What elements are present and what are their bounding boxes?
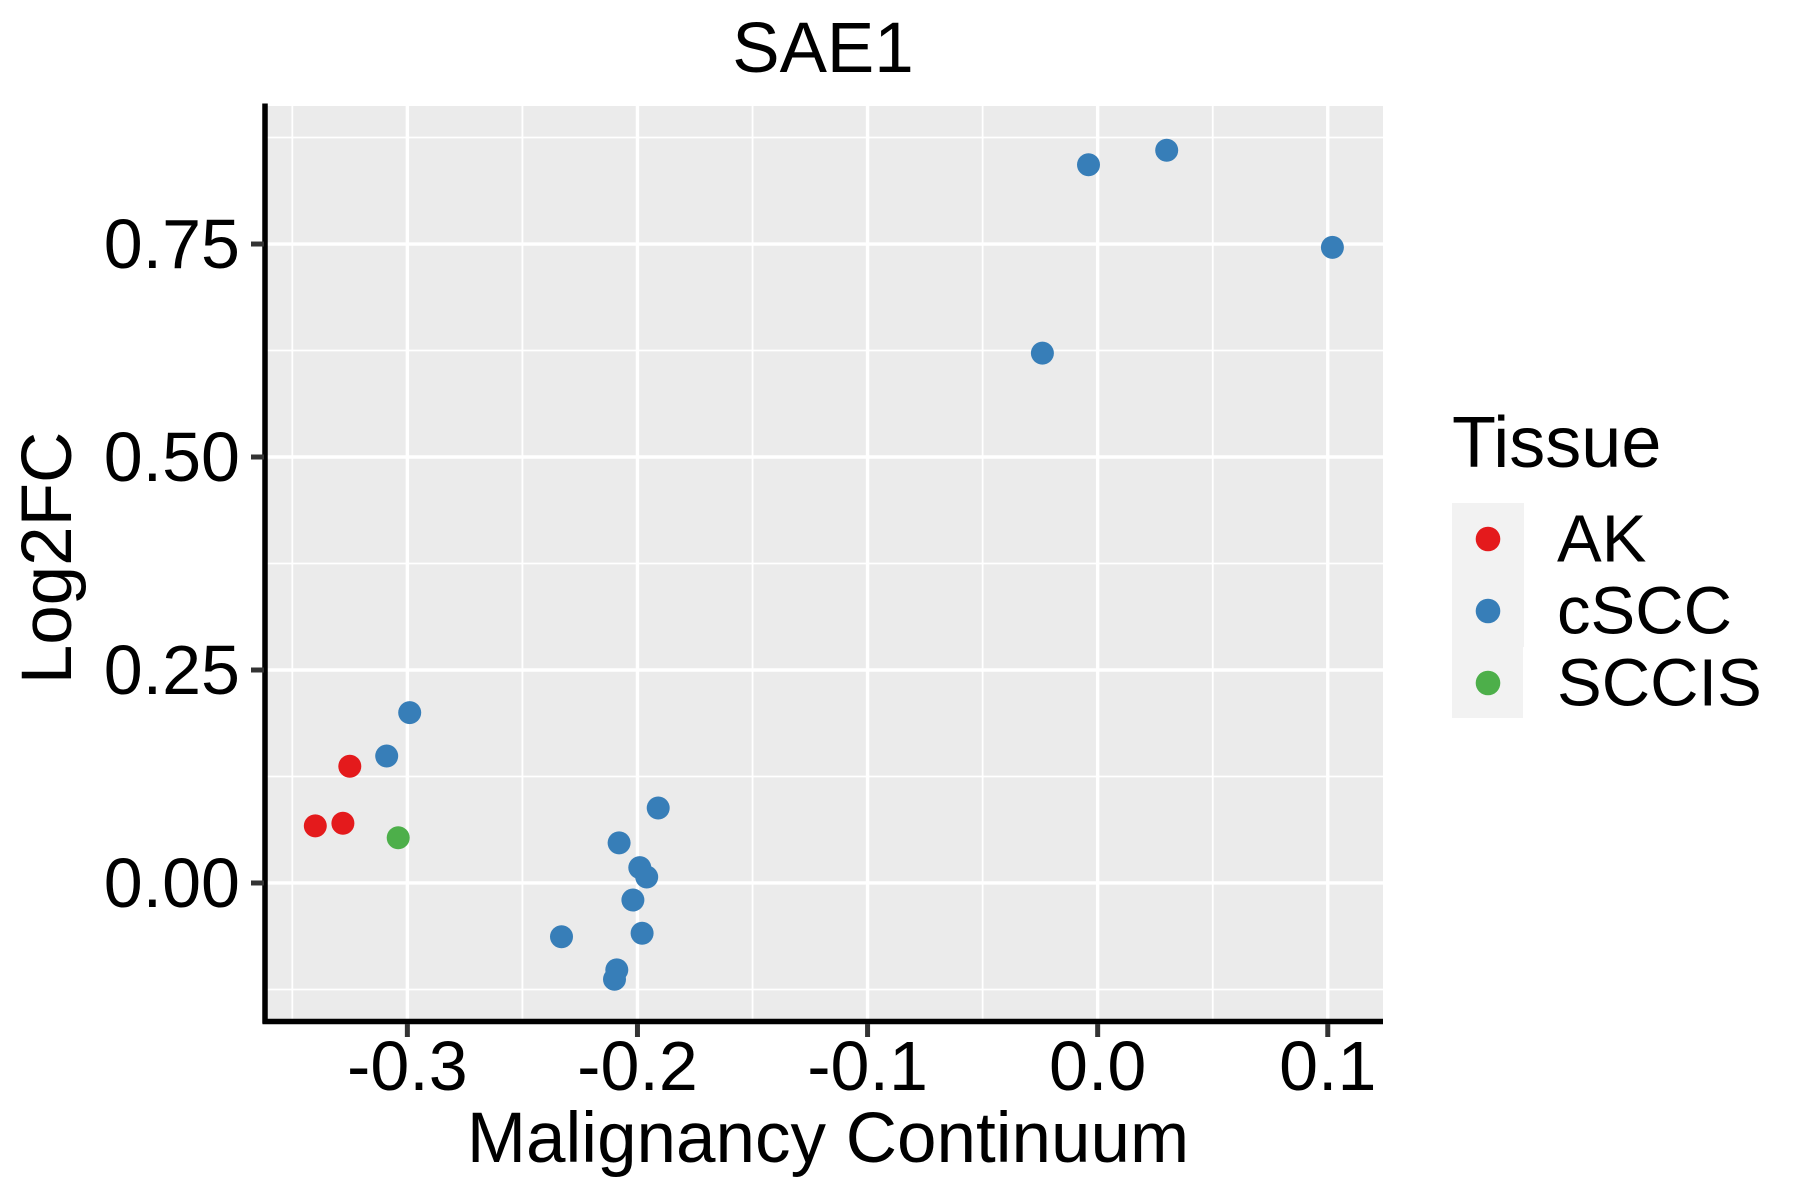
y-tick-labels: 0.00 0.25 0.50 0.75 <box>104 205 240 922</box>
point-cSCC <box>1030 341 1054 365</box>
y-tick-label: 0.00 <box>104 844 240 922</box>
point-cSCC <box>1155 138 1179 162</box>
point-AK <box>338 754 362 778</box>
point-cSCC <box>398 701 422 725</box>
legend-dot-sccis <box>1475 670 1501 696</box>
x-tick-label: 0.0 <box>1049 1027 1146 1105</box>
legend-dot-ak <box>1475 526 1501 552</box>
point-cSCC <box>607 831 631 855</box>
point-cSCC <box>603 967 626 991</box>
point-cSCC <box>550 925 573 949</box>
axes <box>251 103 1383 1037</box>
point-AK <box>331 811 355 835</box>
point-cSCC <box>635 865 659 889</box>
legend-label-ak: AK <box>1557 502 1646 577</box>
x-axis-title: Malignancy Continuum <box>467 1099 1189 1178</box>
y-tick-label: 0.75 <box>104 205 240 283</box>
x-tick-label: 0.1 <box>1279 1027 1376 1105</box>
legend-item-sccis: SCCIS <box>1452 646 1762 721</box>
gridlines <box>267 106 1383 1021</box>
point-cSCC <box>630 921 654 945</box>
point-cSCC <box>621 888 645 912</box>
legend-item-ak: AK <box>1452 502 1646 577</box>
x-tick-label: -0.3 <box>347 1027 468 1105</box>
x-tick-labels: -0.3 -0.2 -0.1 0.0 0.1 <box>347 1027 1376 1105</box>
y-axis-title: Log2FC <box>8 432 87 685</box>
data-points <box>303 138 1344 991</box>
x-tick-label: -0.2 <box>577 1027 698 1105</box>
legend: Tissue AK cSCC SCCIS <box>1452 403 1762 721</box>
y-tick-label: 0.25 <box>104 631 240 709</box>
point-cSCC <box>1320 235 1344 259</box>
legend-title: Tissue <box>1452 403 1661 483</box>
point-cSCC <box>1077 153 1100 177</box>
legend-item-cscc: cSCC <box>1452 574 1732 649</box>
x-tick-label: -0.1 <box>807 1027 928 1105</box>
point-cSCC <box>375 744 399 768</box>
point-cSCC <box>646 796 670 820</box>
plot-title: SAE1 <box>732 9 914 88</box>
point-AK <box>303 814 327 838</box>
legend-label-sccis: SCCIS <box>1557 646 1762 721</box>
legend-label-cscc: cSCC <box>1557 574 1732 649</box>
y-tick-label: 0.50 <box>104 418 240 496</box>
point-SCCIS <box>386 826 410 850</box>
legend-dot-cscc <box>1475 598 1501 624</box>
